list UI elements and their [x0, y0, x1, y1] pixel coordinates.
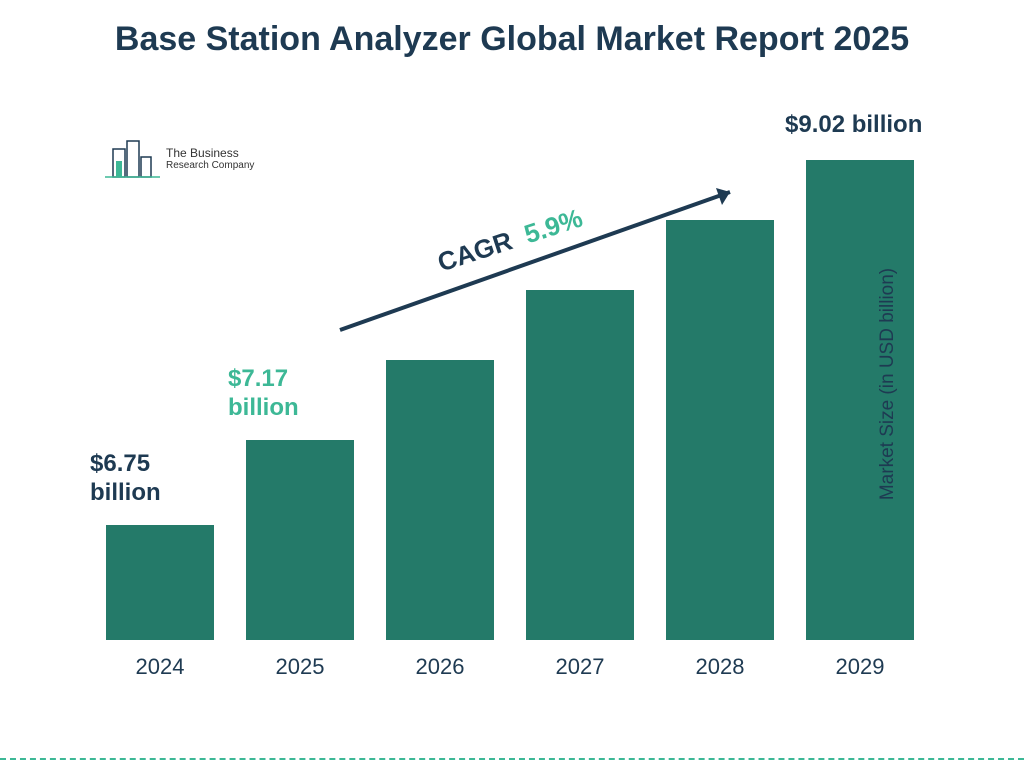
x-label-0: 2024	[100, 654, 220, 680]
y-axis-label: Market Size (in USD billion)	[877, 268, 899, 500]
growth-arrow-icon	[330, 180, 750, 340]
bar-2026	[380, 360, 500, 640]
x-label-1: 2025	[240, 654, 360, 680]
bar-2029	[800, 160, 920, 640]
value-label-2025: $7.17billion	[228, 365, 299, 423]
bar-2025	[240, 440, 360, 640]
x-label-4: 2028	[660, 654, 780, 680]
cagr-group: CAGR 5.9%	[330, 180, 750, 340]
x-axis-labels: 2024 2025 2026 2027 2028 2029	[80, 654, 940, 680]
chart-title: Base Station Analyzer Global Market Repo…	[0, 0, 1024, 61]
x-label-5: 2029	[800, 654, 920, 680]
value-label-2024: $6.75billion	[90, 450, 161, 508]
x-label-3: 2027	[520, 654, 640, 680]
x-label-2: 2026	[380, 654, 500, 680]
bar-2027	[520, 290, 640, 640]
bar-2024	[100, 525, 220, 640]
value-label-2029: $9.02 billion	[785, 111, 922, 140]
bottom-dashed-line	[0, 758, 1024, 760]
